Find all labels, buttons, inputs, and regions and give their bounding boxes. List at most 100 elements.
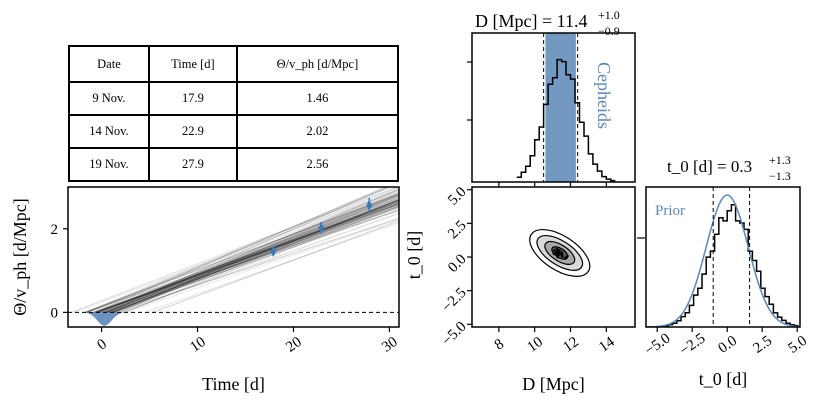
model-line — [116, 199, 399, 313]
model-line — [84, 187, 391, 313]
x-tick-label: 2.5 — [751, 333, 776, 357]
t0-title-sub: −1.3 — [769, 169, 791, 183]
table-cell: 19 Nov. — [68, 147, 150, 182]
model-line — [105, 194, 399, 313]
model-line — [120, 212, 399, 313]
panel-a-plot-area — [71, 187, 399, 326]
model-line — [96, 201, 399, 313]
x-tick-label: 5.0 — [786, 333, 811, 357]
table-cell: 2.02 — [235, 114, 400, 149]
table-row: 14 Nov. 22.9 2.02 — [68, 114, 400, 149]
theta-header-label: Θ/v_ph [d/Mpc] — [276, 56, 359, 71]
table-header-time: Time [d] — [147, 45, 238, 83]
distance-title-sub: −0.9 — [598, 24, 620, 38]
model-line — [110, 200, 399, 313]
model-line — [124, 199, 399, 313]
y-tick-label: 5.0 — [445, 184, 470, 209]
model-line — [83, 194, 399, 313]
model-line — [94, 202, 399, 313]
distance-title-sup: +1.0 — [598, 8, 620, 22]
table-cell: 27.9 — [147, 147, 238, 182]
model-line — [105, 200, 399, 313]
model-line — [145, 222, 399, 313]
model-line — [98, 194, 399, 313]
observation-point — [270, 246, 277, 257]
model-line — [109, 188, 399, 313]
model-line — [94, 199, 399, 313]
table-cell: 1.46 — [235, 81, 400, 116]
model-line — [106, 197, 399, 313]
model-line — [102, 207, 399, 313]
model-line — [97, 203, 399, 313]
x-tick-label: 10 — [525, 334, 546, 356]
model-line — [104, 199, 399, 313]
y-tick-label: −2.5 — [439, 285, 470, 316]
prior-label: Prior — [655, 203, 685, 219]
model-line — [96, 199, 399, 313]
model-line — [106, 200, 399, 313]
x-tick-label: 30 — [379, 334, 400, 356]
x-tick-label: 14 — [596, 334, 618, 356]
x-tick-label: −2.5 — [677, 330, 708, 359]
model-line — [103, 205, 399, 313]
sample-point — [560, 253, 564, 256]
model-line — [96, 191, 399, 313]
table-cell: 9 Nov. — [68, 81, 150, 116]
model-line — [125, 218, 399, 313]
model-line — [94, 187, 387, 313]
model-line — [152, 220, 399, 313]
model-line — [97, 197, 399, 313]
x-axis-label: D [Mpc] — [522, 374, 584, 394]
sample-point — [557, 250, 561, 254]
model-line — [103, 192, 399, 313]
x-tick-label: 10 — [187, 334, 208, 356]
y-tick-label: 0 — [51, 305, 59, 321]
model-line — [87, 187, 393, 313]
model-line — [114, 218, 399, 313]
model-line — [71, 187, 399, 313]
model-line — [99, 201, 399, 313]
t0-title-sup: +1.3 — [769, 153, 791, 167]
model-line — [109, 187, 399, 313]
distance-histogram-steps — [516, 58, 616, 182]
y-tick-label: 2 — [51, 222, 59, 238]
model-line — [97, 196, 399, 313]
model-line — [95, 193, 399, 313]
x-tick-label: −5.0 — [642, 330, 673, 359]
model-line — [94, 201, 399, 313]
model-line — [97, 200, 399, 313]
prior-curve — [646, 194, 801, 328]
observations-table: Date Time [d] Θ/v_ph [d/Mpc] 9 Nov. 17.9… — [68, 45, 400, 182]
y-tick-label: −5.0 — [439, 319, 470, 350]
model-line — [101, 197, 399, 313]
sample-point — [560, 251, 564, 254]
model-line — [111, 202, 399, 313]
sample-point — [556, 255, 560, 259]
sample-point — [566, 254, 569, 258]
table-cell: 14 Nov. — [68, 114, 150, 149]
model-line — [102, 199, 399, 313]
model-line — [114, 198, 399, 313]
table-cell: 22.9 — [147, 114, 238, 149]
model-line — [123, 206, 399, 313]
model-line — [94, 209, 399, 313]
table-cell: 2.56 — [235, 147, 400, 182]
model-line — [110, 208, 399, 313]
table-row: 9 Nov. 17.9 1.46 — [68, 81, 400, 116]
y-tick-label: 0.0 — [445, 251, 470, 276]
x-axis-label: t_0 [d] — [699, 369, 748, 389]
y-axis-label: Θ/v_ph [d/Mpc] — [10, 198, 30, 315]
panel-c-contours — [529, 228, 591, 277]
model-line — [84, 202, 399, 313]
model-line — [106, 187, 389, 313]
prior-area — [80, 312, 133, 326]
distance-title: D [Mpc] = 11.4 — [475, 11, 587, 31]
observation-point — [366, 200, 373, 211]
t0-histogram-steps — [664, 204, 799, 327]
x-axis-label: Time [d] — [202, 374, 265, 394]
model-line — [110, 202, 399, 313]
model-line — [111, 193, 399, 313]
model-line — [113, 204, 399, 313]
model-line — [105, 192, 399, 313]
observation-point — [318, 222, 325, 233]
